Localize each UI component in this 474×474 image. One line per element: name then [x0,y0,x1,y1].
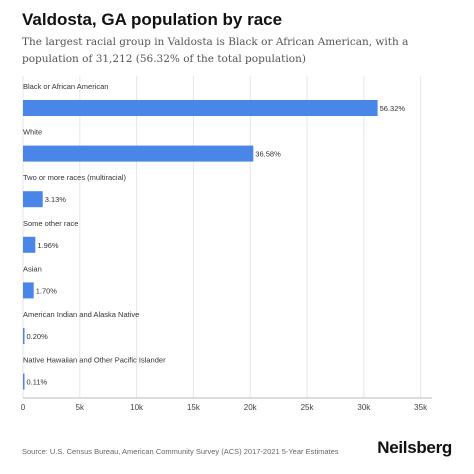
x-tick-label: 20k [244,403,258,412]
bar [23,328,25,344]
category-label: American Indian and Alaska Native [23,310,139,319]
data-label: 1.70% [36,286,58,295]
x-tick-label: 25k [301,403,315,412]
x-tick-label: 35k [414,403,428,412]
brand-logo: Neilsberg [377,438,452,457]
category-label: Some other race [23,219,78,228]
source-note: Source: U.S. Census Bureau, American Com… [22,447,339,456]
bar [23,100,378,116]
category-label: Two or more races (multiracial) [23,173,126,182]
x-tick-label: 10k [130,403,144,412]
bar [23,145,254,162]
data-label: 0.11% [27,378,48,387]
data-label: 3.13% [45,195,67,204]
category-label: Native Hawaiian and Other Pacific Island… [23,356,166,365]
chart-subtitle: The largest racial group in Valdosta is … [22,36,409,65]
data-label: 56.32% [380,104,406,113]
category-label: Black or African American [23,82,108,91]
category-label: White [23,128,42,137]
bar [23,373,25,390]
x-tick-label: 5k [76,403,85,412]
data-label: 1.96% [37,241,59,250]
bar [23,191,43,208]
category-label: Asian [23,264,42,273]
chart-title: Valdosta, GA population by race [22,10,283,29]
x-tick-label: 30k [357,403,371,412]
data-label: 0.20% [27,332,49,341]
x-tick-label: 15k [187,403,201,412]
bar [23,236,36,253]
data-label: 36.58% [255,150,281,159]
x-tick-label: 0 [21,403,26,412]
bar [23,282,34,299]
